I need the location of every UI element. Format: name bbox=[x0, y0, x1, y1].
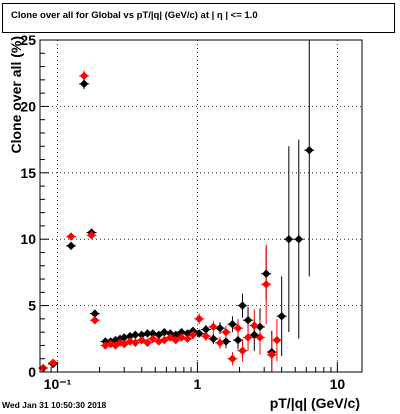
data-point bbox=[79, 71, 89, 81]
data-point bbox=[137, 330, 146, 340]
data-point bbox=[233, 335, 243, 345]
data-point bbox=[143, 329, 152, 338]
grid-lines bbox=[40, 40, 362, 372]
data-point bbox=[148, 334, 158, 343]
data-point bbox=[79, 79, 89, 89]
data-point bbox=[250, 321, 259, 330]
data-point bbox=[90, 316, 100, 325]
data-point bbox=[120, 333, 129, 342]
data-point bbox=[305, 146, 314, 155]
axes: 0 5 10 15 20 25 10⁻¹ 1 10 bbox=[20, 32, 345, 392]
x-tick-label: 10 bbox=[330, 376, 346, 392]
data-point bbox=[272, 335, 282, 345]
data-point bbox=[160, 335, 169, 345]
data-point bbox=[261, 280, 271, 289]
data-point bbox=[238, 301, 247, 310]
y-tick-label: 0 bbox=[28, 364, 36, 380]
data-point bbox=[201, 331, 211, 341]
plot-frame bbox=[39, 39, 363, 373]
data-point bbox=[221, 337, 231, 346]
data-point bbox=[183, 334, 192, 343]
data-point bbox=[87, 231, 96, 240]
data-point bbox=[90, 309, 100, 318]
data-point bbox=[48, 358, 58, 367]
y-axis-label: Clone over all (%) bbox=[8, 36, 24, 153]
data-point bbox=[294, 235, 303, 244]
data-point bbox=[131, 338, 140, 347]
data-point bbox=[160, 327, 169, 337]
data-point bbox=[171, 335, 180, 345]
data-point bbox=[137, 335, 146, 345]
data-point bbox=[215, 323, 225, 333]
data-point bbox=[243, 333, 253, 342]
data-point bbox=[188, 330, 198, 340]
data-point bbox=[131, 330, 140, 340]
data-point bbox=[228, 319, 237, 329]
data-point bbox=[154, 330, 164, 340]
error-bars bbox=[38, 40, 315, 372]
data-point bbox=[143, 338, 152, 347]
data-point bbox=[148, 329, 158, 338]
x-tick-label: 10⁻¹ bbox=[44, 376, 72, 392]
data-point bbox=[115, 338, 125, 347]
data-point bbox=[255, 333, 265, 342]
data-point bbox=[209, 322, 218, 332]
y-tick-label: 20 bbox=[20, 98, 36, 114]
data-point bbox=[195, 314, 204, 324]
data-point bbox=[233, 323, 243, 333]
y-tick-label: 25 bbox=[20, 32, 36, 48]
data-point bbox=[284, 235, 294, 244]
data-point bbox=[209, 334, 218, 343]
x-axis-label: pT/|q| (GeV/c) bbox=[270, 395, 360, 411]
data-point bbox=[215, 338, 225, 347]
y-tick-label: 5 bbox=[28, 298, 36, 314]
data-point bbox=[228, 354, 237, 363]
y-tick-label: 15 bbox=[20, 165, 36, 181]
data-point bbox=[195, 329, 204, 338]
y-tick-label: 10 bbox=[20, 231, 36, 247]
chart-title: Clone over all for Global vs pT/|q| (GeV… bbox=[11, 10, 258, 21]
data-point bbox=[177, 333, 186, 342]
data-point bbox=[238, 346, 247, 355]
data-markers bbox=[38, 71, 314, 373]
timestamp: Wed Jan 31 10:50:30 2018 bbox=[2, 400, 107, 410]
data-point bbox=[111, 341, 120, 350]
data-point bbox=[38, 363, 48, 373]
data-point bbox=[177, 327, 186, 337]
x-tick-label: 1 bbox=[194, 376, 202, 392]
data-point bbox=[277, 312, 286, 321]
data-point bbox=[66, 232, 76, 241]
data-point bbox=[243, 316, 253, 325]
data-point bbox=[267, 350, 276, 359]
title-box: Clone over all for Global vs pT/|q| (GeV… bbox=[2, 3, 395, 33]
data-point bbox=[66, 241, 76, 251]
data-point bbox=[106, 339, 115, 349]
data-point bbox=[221, 327, 231, 337]
data-point bbox=[261, 269, 271, 278]
data-point bbox=[255, 322, 265, 332]
data-point bbox=[201, 325, 211, 334]
data-point bbox=[120, 339, 129, 349]
